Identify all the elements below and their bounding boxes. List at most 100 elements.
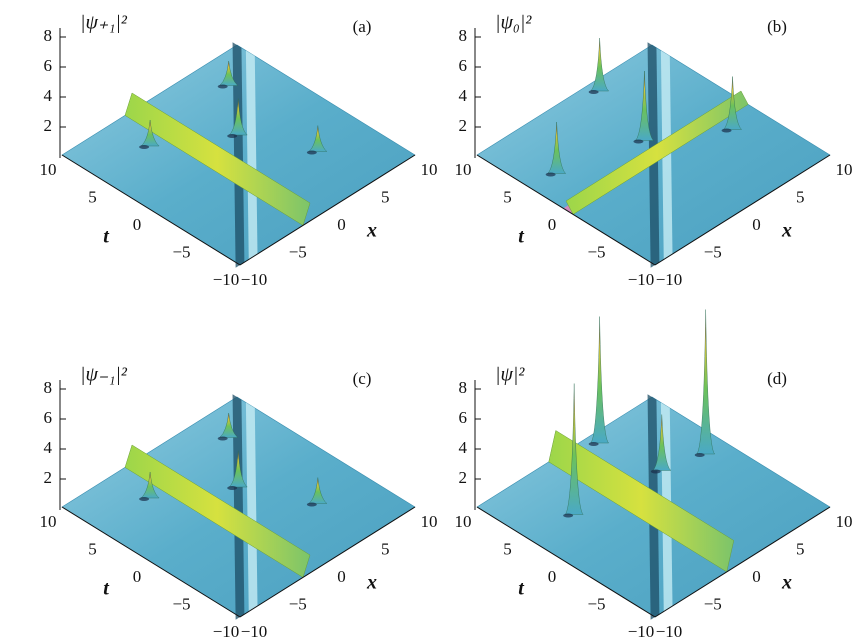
x-tick-label: 10	[421, 160, 438, 179]
panel-label: (a)	[353, 17, 372, 36]
x-axis-label: x	[781, 220, 792, 242]
x-axis-label: x	[781, 572, 792, 594]
x-axis	[654, 154, 831, 266]
t-tick-label: 10	[455, 160, 472, 179]
z-tick-label: 4	[459, 86, 468, 105]
x-tick-label: 0	[752, 567, 761, 586]
peak-shadow	[139, 145, 150, 149]
peak	[547, 121, 567, 174]
x-tick-label: 5	[796, 187, 805, 206]
peak	[228, 98, 248, 136]
x-tick-label: 10	[836, 512, 853, 531]
panel: 2 4 6 8 10 5 0 −5 −10 −10 −5 0 5 10 t x |ψ|² (d)	[455, 309, 853, 639]
t-axis-label: t	[103, 578, 110, 600]
t-tick-label: −10	[213, 622, 240, 639]
t-tick-label: −5	[587, 242, 605, 261]
x-tick-label: −10	[656, 622, 683, 639]
peak	[219, 412, 239, 438]
ridge	[548, 430, 735, 573]
t-tick-label: −10	[628, 622, 655, 639]
peak	[219, 60, 239, 86]
t-axis	[476, 154, 656, 266]
t-tick-label: −5	[587, 594, 605, 613]
t-tick-label: 0	[133, 215, 142, 234]
z-tick-label: 2	[44, 116, 53, 135]
x-tick-label: 0	[752, 215, 761, 234]
z-axis-label: |ψ₊₁|²	[80, 12, 128, 34]
peak-shadow	[588, 442, 599, 446]
t-tick-label: 5	[88, 187, 97, 206]
panel: 2 4 6 8 10 5 0 −5 −10 −10 −5 0 5 10 t x |ψ₋₁|² (c)	[40, 364, 438, 639]
z-tick-label: 2	[44, 468, 53, 487]
peak	[723, 76, 743, 130]
peak-shadow	[563, 513, 574, 518]
peak-shadow	[217, 84, 228, 89]
t-axis	[61, 154, 241, 266]
z-tick-label: 4	[44, 438, 53, 457]
peak-shadow	[545, 172, 556, 177]
x-axis	[239, 154, 416, 266]
peak	[652, 414, 672, 471]
peak-shadow	[227, 486, 238, 490]
t-tick-label: 10	[40, 160, 57, 179]
peak-shadow	[650, 469, 661, 474]
x-axis-label: x	[366, 572, 377, 594]
t-tick-label: 0	[548, 567, 557, 586]
peak-shadow	[227, 134, 238, 138]
peak-shadow	[217, 436, 228, 441]
t-tick-label: −5	[172, 242, 190, 261]
z-tick-label: 4	[459, 438, 468, 457]
peak-shadow	[588, 90, 599, 94]
x-tick-label: −10	[241, 622, 268, 639]
panel-label: (c)	[353, 369, 372, 388]
t-tick-label: −10	[628, 270, 655, 289]
panel-label: (d)	[767, 369, 787, 388]
x-tick-label: 10	[421, 512, 438, 531]
peak-shadow	[721, 128, 732, 133]
z-axis-label: |ψ₀|²	[495, 12, 532, 34]
x-tick-label: 10	[836, 160, 853, 179]
peak	[564, 383, 584, 515]
x-tick-label: −5	[704, 242, 722, 261]
t-axis-label: t	[518, 226, 525, 248]
z-tick-label: 6	[459, 56, 468, 75]
panel: 2 4 6 8 10 5 0 −5 −10 −10 −5 0 5 10 t x |ψ₊₁|² (a)	[40, 12, 438, 289]
z-tick-label: 8	[44, 378, 53, 397]
t-axis-label: t	[103, 226, 110, 248]
peak-shadow	[633, 139, 644, 144]
x-tick-label: −10	[241, 270, 268, 289]
z-axis-label: |ψ|²	[495, 364, 525, 386]
z-tick-label: 2	[459, 468, 468, 487]
t-tick-label: 10	[40, 512, 57, 531]
stripe-light	[245, 402, 258, 612]
t-tick-label: 5	[503, 187, 512, 206]
x-tick-label: 0	[337, 567, 346, 586]
peak	[590, 37, 610, 92]
t-axis	[61, 506, 241, 618]
x-tick-label: −5	[289, 242, 307, 261]
peak	[308, 477, 328, 504]
peak	[140, 119, 160, 147]
peak	[228, 450, 248, 488]
peak-shadow	[694, 453, 705, 457]
z-tick-label: 6	[44, 56, 53, 75]
z-tick-label: 8	[459, 378, 468, 397]
x-tick-label: −5	[289, 594, 307, 613]
z-axis-label: |ψ₋₁|²	[80, 364, 128, 386]
x-tick-label: 5	[381, 539, 390, 558]
x-tick-label: −10	[656, 270, 683, 289]
x-axis-label: x	[366, 220, 377, 242]
z-tick-label: 8	[459, 26, 468, 45]
t-axis	[476, 506, 656, 618]
stripe	[232, 394, 245, 620]
x-tick-label: −5	[704, 594, 722, 613]
ridge	[124, 92, 311, 226]
t-tick-label: −5	[172, 594, 190, 613]
stripe	[232, 42, 245, 268]
t-tick-label: 10	[455, 512, 472, 531]
stripe-light	[245, 50, 258, 260]
z-tick-label: 4	[44, 86, 53, 105]
z-tick-label: 2	[459, 116, 468, 135]
x-tick-label: 0	[337, 215, 346, 234]
peak	[634, 70, 654, 141]
